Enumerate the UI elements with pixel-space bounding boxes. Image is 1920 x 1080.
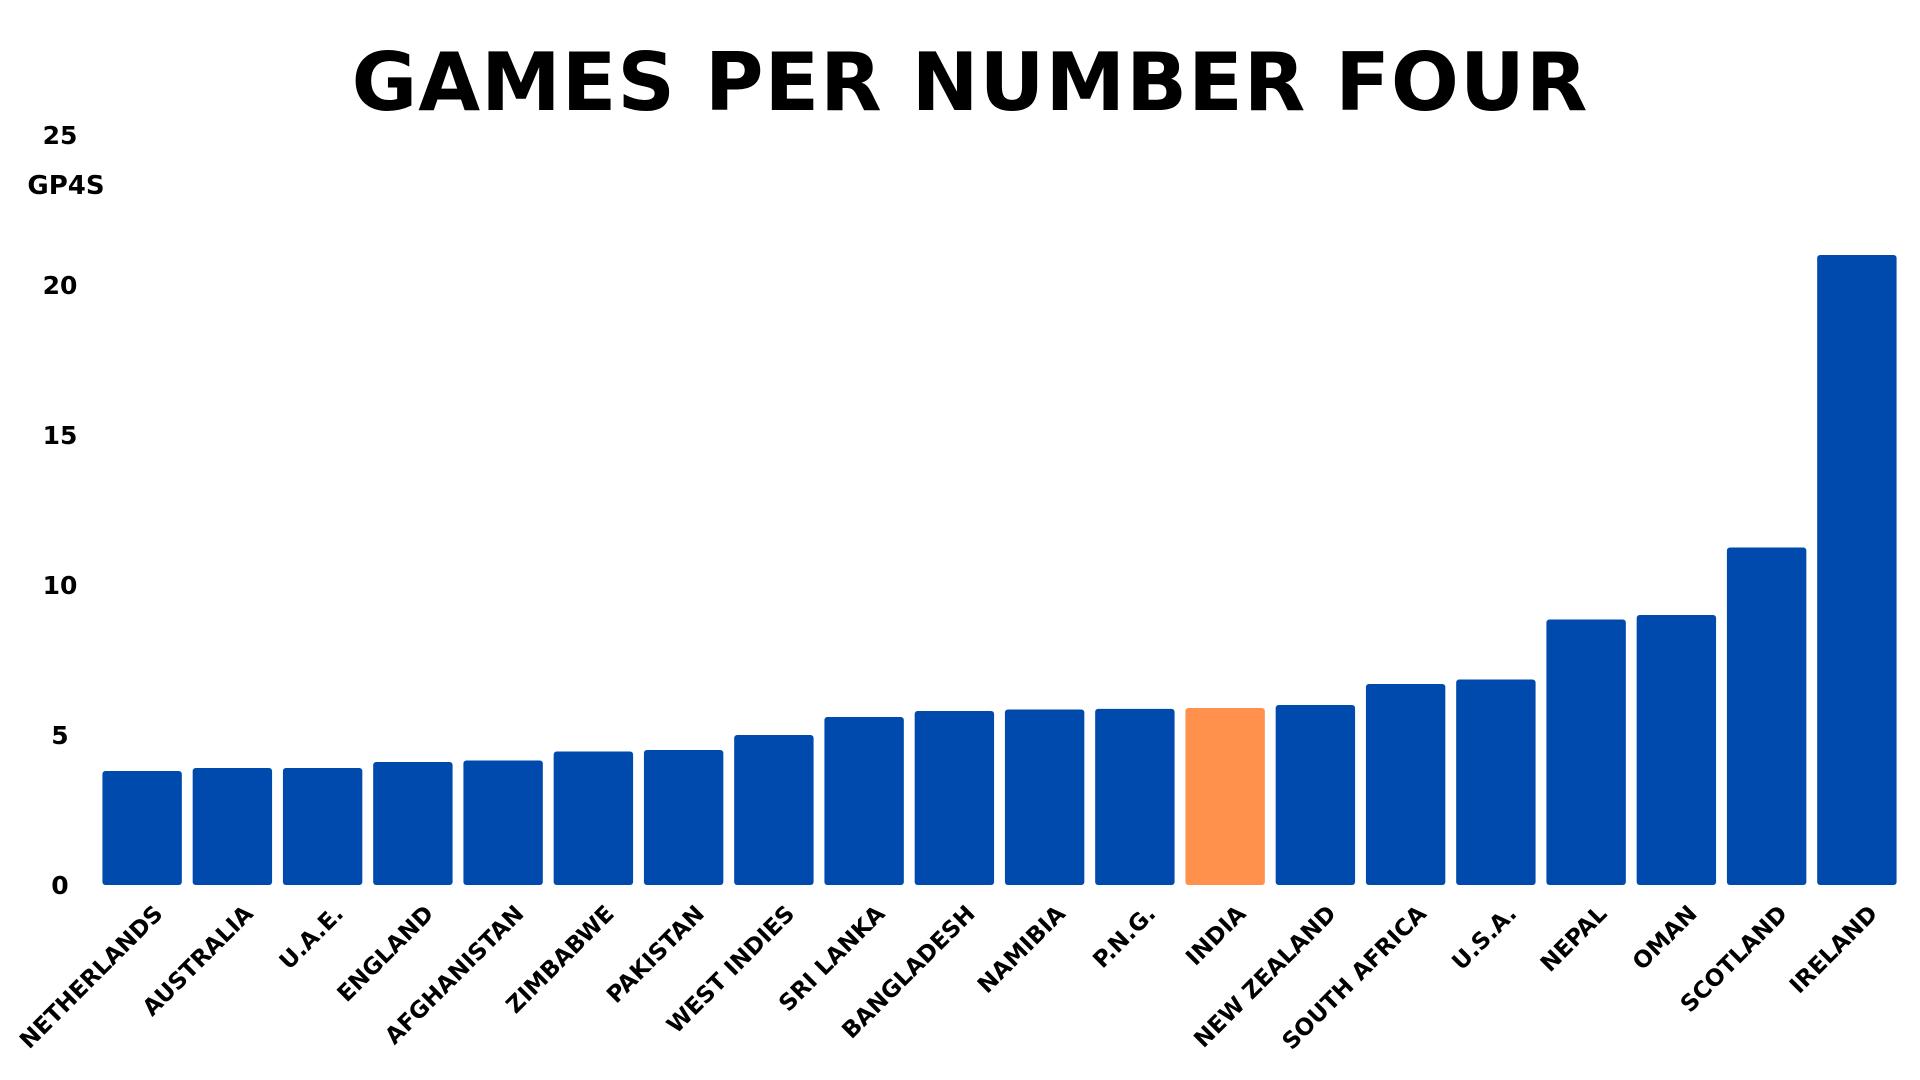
x-tick-label: OMAN [1628, 901, 1703, 976]
x-tick-label: IRELAND [1785, 901, 1883, 999]
chart-title: GAMES PER NUMBER FOUR [352, 36, 1589, 129]
bar [1456, 679, 1536, 885]
y-tick-label: 15 [43, 421, 78, 450]
bar [914, 711, 995, 885]
y-tick-label: 0 [51, 871, 68, 900]
bar [282, 768, 363, 885]
bar [553, 751, 634, 885]
y-axis-ticks: 0 5 10 15 20 25 [43, 121, 78, 900]
x-tick-label: NAMIBIA [973, 901, 1071, 999]
bars [102, 255, 1897, 885]
bar [463, 760, 543, 885]
bar [1726, 547, 1807, 885]
x-tick-label: U.A.E. [275, 901, 349, 975]
y-tick-label: 10 [43, 571, 78, 600]
bar [1185, 708, 1265, 885]
x-tick-label: NETHERLANDS [15, 901, 168, 1054]
bar [643, 750, 724, 885]
x-tick-label: U.S.A. [1447, 901, 1522, 976]
bar [373, 762, 453, 885]
bar [1275, 705, 1356, 885]
bar [824, 717, 904, 885]
bar [192, 768, 273, 885]
bar [1004, 709, 1085, 885]
y-tick-label: 25 [43, 121, 78, 150]
bar [734, 735, 814, 885]
bar [1636, 615, 1717, 885]
y-tick-label: 5 [51, 721, 68, 750]
x-tick-label: NEPAL [1536, 901, 1613, 978]
y-axis-label: GP4S [27, 171, 104, 201]
bar [1817, 255, 1897, 885]
bar [1546, 619, 1626, 885]
y-tick-label: 20 [43, 271, 78, 300]
x-tick-label: P.N.G. [1088, 901, 1161, 974]
x-tick-label: INDIA [1181, 901, 1251, 971]
bar [1365, 684, 1446, 885]
bar [102, 771, 182, 885]
bar [1095, 708, 1175, 885]
